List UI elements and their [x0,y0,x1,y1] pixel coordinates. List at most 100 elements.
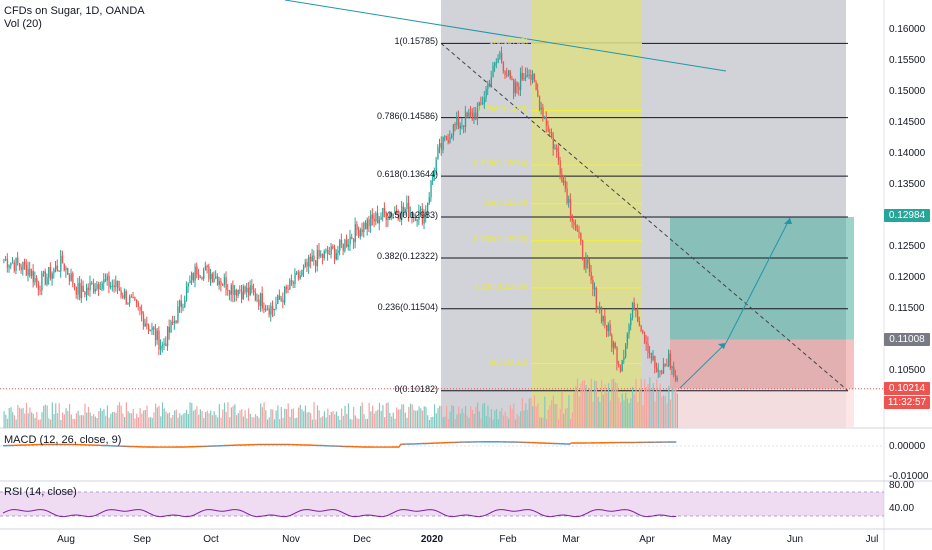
volume-bar [430,417,432,428]
volume-bar [273,419,276,428]
candle-body [55,265,57,270]
volume-bar [24,413,26,428]
candle-body [644,332,646,343]
trend-line [284,0,727,72]
candle-body [439,143,441,148]
volume-bar [594,380,596,428]
volume-bar [332,410,334,428]
candle-body [284,286,286,303]
volume-bar [10,407,12,428]
last-price-badge: 0.10214 [884,382,930,395]
candle-body [37,281,40,290]
fib-level-label: 0.618(0.13644) [376,169,438,180]
candle-body [427,203,429,213]
volume-bar [316,405,319,428]
volume-legend[interactable]: Vol (20) [4,18,42,30]
volume-bar [163,408,165,428]
candle-body [335,253,338,260]
arrow-head [718,343,726,349]
candle-body [511,78,513,80]
candle-body [31,270,33,276]
candle-body [621,360,623,372]
candle-body [482,103,484,105]
volume-bar [32,413,34,428]
volume-bar [647,383,649,428]
candle-body [218,281,220,285]
volume-bar [399,409,401,428]
volume-bar [573,392,575,428]
volume-bar [124,417,126,428]
volume-bar [186,409,188,428]
stop-price-badge: 0.11008 [884,333,930,346]
volume-bar [621,393,623,428]
candle-body [89,282,91,291]
volume-bar [282,417,284,428]
volume-bar [458,406,460,428]
candle-body [630,317,632,326]
volume-bar [132,408,134,428]
candle-body [254,292,257,301]
candle-body [499,52,501,59]
candle-body [361,229,363,232]
volume-bar [365,419,367,428]
volume-bar [323,411,325,428]
rsi-legend[interactable]: RSI (14, close) [4,486,77,498]
candle-body [365,222,367,230]
candle-body [351,236,353,239]
candle-body [227,289,229,291]
volume-bar [390,416,393,428]
candle-body [518,86,520,90]
symbol-legend[interactable]: CFDs on Sugar, 1D, OANDA [4,5,145,17]
candle-body [313,255,315,261]
volume-bar [127,411,129,428]
volume-bar [79,415,81,428]
volume-bar [173,410,176,428]
time-tick: Apr [639,534,655,545]
candle-body [433,174,436,178]
volume-bar [583,380,585,428]
volume-bar [232,405,234,428]
volume-bar [86,412,88,428]
volume-bar [650,390,653,428]
volume-bar [607,383,610,428]
candle-body [93,283,95,292]
volume-bar [105,415,107,428]
indicator-tick: 80.00 [889,480,915,491]
volume-bar [130,413,133,428]
price-tick: 0.14000 [889,148,926,159]
volume-bar [325,417,327,428]
candle-body [160,346,162,350]
candle-body [53,269,55,274]
candle-body [428,197,431,204]
volume-bar [497,419,499,428]
candle-body [161,344,164,347]
volume-bar [22,407,24,428]
volume-bar [98,411,100,428]
volume-bar [625,392,627,428]
candle-body [442,136,444,150]
time-tick: 2020 [420,534,444,545]
candle-body [363,222,365,232]
candle-body [192,273,195,281]
candle-body [215,276,217,279]
volume-bar [661,396,663,428]
volume-bar [361,402,363,428]
volume-bar [549,405,551,428]
volume-bar [222,409,224,428]
candle-body [650,352,653,360]
candle-body [642,330,644,333]
volume-bar [266,419,269,428]
candle-body [504,71,506,75]
volume-bar [475,406,477,428]
macd-legend[interactable]: MACD (12, 26, close, 9) [4,434,122,446]
fib-level-label: 0.5(0.12983) [386,210,438,221]
volume-bar [210,410,212,428]
volume-bar [287,403,289,428]
volume-bar [165,411,167,428]
volume-bar [3,411,5,428]
volume-bar [435,413,437,428]
volume-bar [423,406,425,428]
candle-body [48,266,50,278]
volume-bar [318,410,320,428]
